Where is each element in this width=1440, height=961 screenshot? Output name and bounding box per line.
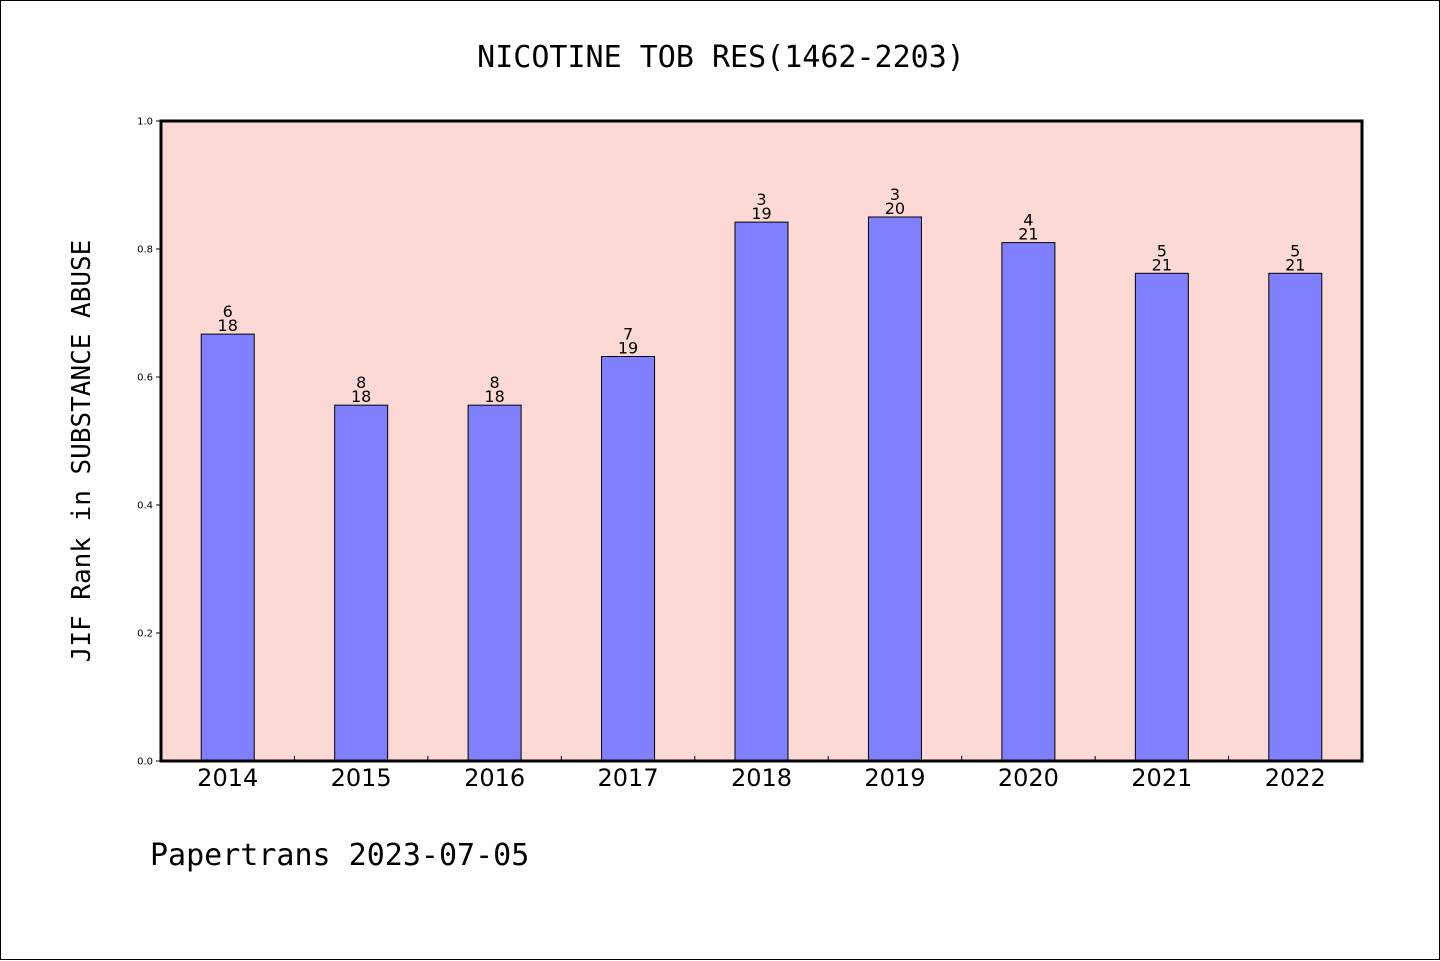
bar-2020	[1001, 242, 1056, 762]
chart-title: NICOTINE TOB RES(1462-2203)	[477, 40, 965, 75]
bar-rank-label: 3	[756, 190, 766, 209]
y-tick-label: 0.8	[137, 245, 153, 256]
bar-rank-label: 7	[623, 325, 633, 344]
footer-credit: Papertrans 2023-07-05	[150, 838, 529, 873]
y-tick-label: 0.4	[137, 501, 153, 512]
x-tick-label: 2019	[864, 764, 925, 792]
bar-2021	[1134, 272, 1189, 762]
y-tick-label: 0.2	[137, 629, 153, 640]
bar-rank-label: 8	[490, 373, 500, 392]
x-tick-label: 2016	[464, 764, 525, 792]
plot-frame	[159, 119, 1364, 763]
bar-2016	[467, 404, 522, 762]
bar-total-label: 19	[618, 339, 638, 358]
bar-2014	[200, 333, 255, 762]
bar-total-label: 18	[351, 387, 371, 406]
y-axis-ticks: 0.0 0.2 0.4 0.6 0.8 1.0	[137, 117, 161, 768]
bar-2017	[601, 356, 656, 762]
x-tick-label: 2015	[331, 764, 392, 792]
bar-rank-label: 6	[223, 302, 233, 321]
bar-rank-label: 8	[356, 373, 366, 392]
x-tick-label: 2014	[197, 764, 258, 792]
bar-rank-label: 4	[1023, 211, 1033, 230]
bar-2018	[734, 221, 789, 762]
bar-2022	[1268, 272, 1323, 762]
bar-total-label: 21	[1285, 255, 1305, 274]
y-axis-label: JIF Rank in SUBSTANCE ABUSE	[67, 240, 97, 663]
bar-total-label: 20	[885, 199, 905, 218]
bar-total-label: 19	[751, 204, 771, 223]
x-tick-label: 2022	[1265, 764, 1326, 792]
x-axis-ticks: 2014 2015 2016 2017 2018 2019 2020 2021 2022	[197, 756, 1326, 792]
y-tick-label: 0.0	[137, 757, 153, 768]
bar-total-label: 18	[218, 316, 238, 335]
bar-rank-label: 5	[1157, 241, 1167, 260]
bar-2015	[334, 404, 389, 762]
bar-total-label: 21	[1152, 255, 1172, 274]
x-tick-label: 2018	[731, 764, 792, 792]
bar-rank-label: 5	[1290, 241, 1300, 260]
bar-total-label: 18	[484, 387, 504, 406]
x-tick-label: 2020	[998, 764, 1059, 792]
x-tick-label: 2021	[1131, 764, 1192, 792]
y-tick-label: 0.6	[137, 373, 153, 384]
bar-total-label: 21	[1018, 225, 1038, 244]
bar-2019	[867, 216, 922, 762]
bar-rank-label: 3	[890, 185, 900, 204]
y-tick-label: 1.0	[137, 117, 153, 128]
bars-group	[200, 216, 1323, 762]
x-tick-label: 2017	[598, 764, 659, 792]
